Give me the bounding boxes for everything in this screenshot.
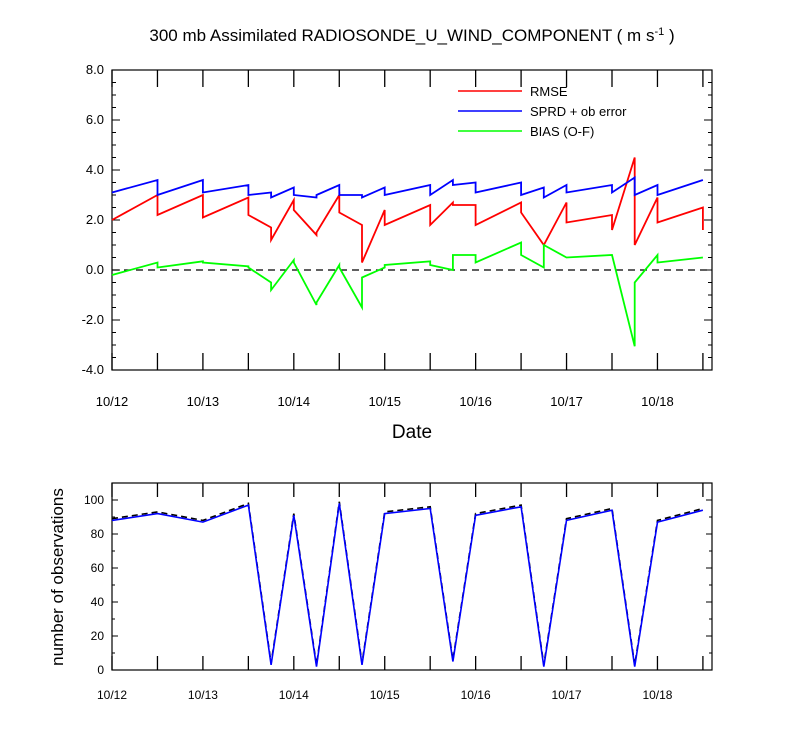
x-tick-label: 10/13 bbox=[187, 394, 220, 409]
series-line-sprd-ob-error bbox=[111, 175, 704, 200]
x-axis-label: Date bbox=[392, 422, 432, 443]
series-line-rmse bbox=[111, 157, 704, 263]
chart-title-sup: -1 bbox=[654, 26, 664, 38]
chart-title-end: ) bbox=[664, 26, 674, 45]
x-tick-label: 10/16 bbox=[459, 394, 492, 409]
bottom-series-group bbox=[111, 501, 704, 667]
y-tick-label: 80 bbox=[91, 527, 105, 541]
series-line-observations-used bbox=[111, 503, 704, 667]
x-tick-label: 10/15 bbox=[370, 688, 400, 702]
bottom-tick-labels: 10/12 10/13 10/14 10/15 10/16 10/17 10/18 0 20 40… bbox=[84, 493, 673, 702]
legend-bias-label: BIAS (O-F) bbox=[530, 124, 594, 139]
bottom-y-axis-label: number of observations bbox=[48, 488, 67, 666]
y-tick-label: 60 bbox=[91, 561, 105, 575]
x-tick-label: 10/12 bbox=[96, 394, 129, 409]
top-tick-labels: 10/12 10/13 10/14 10/15 10/16 10/17 10/18 -4.0 -… bbox=[82, 62, 674, 409]
x-tick-label: 10/16 bbox=[461, 688, 491, 702]
x-tick-label: 10/18 bbox=[642, 688, 672, 702]
top-ticks bbox=[111, 69, 712, 371]
y-tick-label: 40 bbox=[91, 595, 105, 609]
top-series-group bbox=[111, 157, 712, 347]
series-line-bias-o-f bbox=[111, 241, 703, 347]
y-tick-label: 4.0 bbox=[86, 162, 104, 177]
x-tick-label: 10/14 bbox=[279, 688, 309, 702]
x-tick-label: 10/17 bbox=[552, 688, 582, 702]
chart-title: 300 mb Assimilated RADIOSONDE_U_WIND_COM… bbox=[149, 26, 674, 45]
x-tick-label: 10/18 bbox=[641, 394, 674, 409]
y-tick-label: 100 bbox=[84, 493, 104, 507]
x-tick-label: 10/13 bbox=[188, 688, 218, 702]
y-tick-label: 8.0 bbox=[86, 62, 104, 77]
y-tick-label: -2.0 bbox=[82, 312, 104, 327]
y-tick-label: 20 bbox=[91, 629, 105, 643]
x-tick-label: 10/15 bbox=[368, 394, 401, 409]
legend-sprd-label: SPRD + ob error bbox=[530, 104, 627, 119]
x-tick-label: 10/12 bbox=[97, 688, 127, 702]
y-tick-label: 6.0 bbox=[86, 112, 104, 127]
chart-title-main: 300 mb Assimilated RADIOSONDE_U_WIND_COM… bbox=[149, 26, 654, 45]
bottom-plot-frame bbox=[111, 482, 713, 671]
y-tick-label: 2.0 bbox=[86, 212, 104, 227]
legend-rmse-label: RMSE bbox=[530, 84, 568, 99]
legend: RMSE SPRD + ob error BIAS (O-F) bbox=[458, 84, 627, 139]
series-line-observations-possible bbox=[111, 501, 704, 666]
bottom-ticks bbox=[111, 482, 712, 671]
y-tick-label: 0.0 bbox=[86, 262, 104, 277]
x-tick-label: 10/17 bbox=[550, 394, 583, 409]
y-tick-label: -4.0 bbox=[82, 362, 104, 377]
x-tick-label: 10/14 bbox=[278, 394, 311, 409]
y-tick-label: 0 bbox=[97, 663, 104, 677]
